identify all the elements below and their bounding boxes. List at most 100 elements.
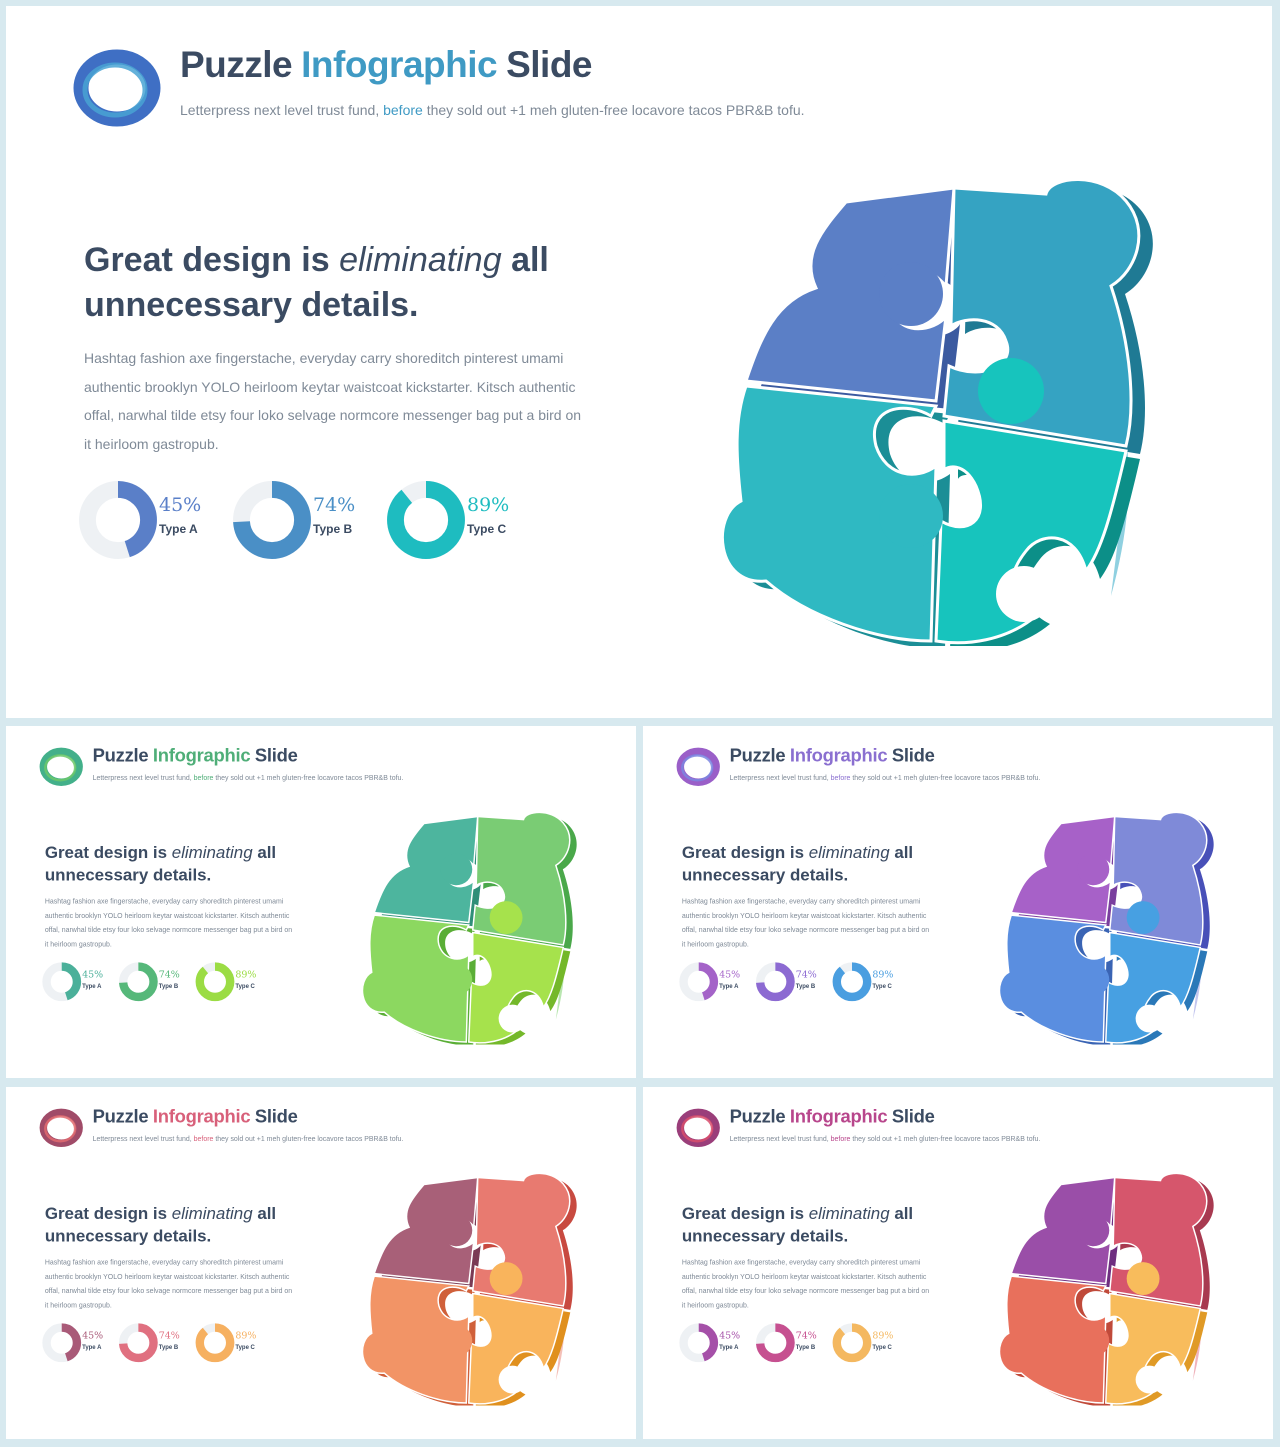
donut-arc	[679, 962, 719, 1002]
subtitle-highlight: before	[193, 1134, 214, 1143]
puzzle-piece-2	[471, 1172, 571, 1307]
title-word-slide: Slide	[254, 1105, 298, 1127]
slide-title: Puzzle Infographic Slide	[730, 745, 939, 766]
slide-subtitle: Letterpress next level trust fund, befor…	[180, 102, 805, 118]
stat-donut-3: 89% Type C	[832, 1322, 907, 1364]
puzzle-graphic	[361, 1172, 577, 1406]
stat-value: 89%	[872, 1329, 894, 1341]
donut-chart-icon	[195, 962, 235, 1002]
donut-arc	[755, 962, 795, 1002]
puzzle-piece-3	[361, 914, 470, 1043]
puzzle-knob-3	[440, 1324, 473, 1357]
puzzle-notch	[996, 566, 1052, 622]
slide-title: Puzzle Infographic Slide	[93, 1106, 302, 1127]
puzzle-piece-3	[998, 1275, 1107, 1404]
donut-arc	[832, 1323, 872, 1363]
stat-value: 45%	[82, 1329, 104, 1341]
puzzle-notch	[498, 1004, 527, 1033]
puzzle-graphic	[998, 1172, 1214, 1406]
stat-label: Type A	[82, 1343, 102, 1351]
heading-emphasis: eliminating	[808, 1203, 890, 1223]
puzzle-piece-2	[942, 178, 1141, 448]
stat-value: 45%	[719, 968, 741, 980]
slide-5[interactable]: Puzzle Infographic Slide Letterpress next …	[643, 1087, 1273, 1439]
slide-title: Puzzle Infographic Slide	[93, 745, 302, 766]
stat-value: 74%	[158, 1329, 180, 1341]
stat-label: Type A	[159, 522, 198, 536]
body-paragraph: Hashtag fashion axe fingerstache, everyd…	[681, 1258, 930, 1309]
stat-label: Type A	[719, 1343, 739, 1351]
puzzle-knob-3	[440, 963, 473, 996]
title-word-puzzle: Puzzle	[92, 1105, 149, 1127]
stat-label: Type A	[82, 982, 102, 990]
stat-label: Type C	[235, 1343, 255, 1351]
puzzle-knob-2	[1126, 901, 1160, 934]
donut-chart-icon	[387, 481, 465, 559]
donut-chart-icon	[679, 962, 719, 1002]
puzzle-knob-1	[440, 1214, 473, 1247]
stat-value: 74%	[313, 494, 356, 516]
main-heading: Great design is eliminating all unnecess…	[44, 1203, 277, 1246]
donut-arc	[755, 1323, 795, 1363]
puzzle-piece-3	[720, 384, 939, 643]
puzzle-rim	[550, 895, 565, 1020]
puzzle-graphic	[361, 811, 577, 1045]
slide-subtitle: Letterpress next level trust fund, befor…	[92, 773, 404, 782]
stat-donut-1: 45% Type A	[78, 478, 228, 562]
donut-chart-icon	[755, 1323, 795, 1363]
main-heading: Great design is eliminating all unnecess…	[681, 842, 914, 885]
stat-value: 74%	[795, 968, 817, 980]
title-word-slide: Slide	[506, 44, 593, 85]
donut-arc	[42, 1323, 82, 1363]
stat-donut-1: 45% Type A	[42, 1322, 117, 1364]
heading-emphasis: eliminating	[808, 842, 890, 862]
title-word-slide: Slide	[891, 744, 935, 766]
slide-2[interactable]: Puzzle Infographic Slide Letterpress next …	[6, 726, 636, 1078]
puzzle-rim	[550, 1256, 565, 1381]
puzzle-rim	[1101, 346, 1129, 596]
stat-value: 45%	[159, 494, 202, 516]
stat-value: 89%	[467, 494, 510, 516]
title-word-slide: Slide	[891, 1105, 935, 1127]
stat-label: Type C	[872, 1343, 892, 1351]
puzzle-knob-3	[1077, 1324, 1110, 1357]
donut-arc	[195, 1323, 235, 1363]
stat-donut-3: 89% Type C	[386, 478, 536, 562]
title-word-infographic: Infographic	[301, 44, 498, 85]
donut-chart-icon	[755, 962, 795, 1002]
subtitle-highlight: before	[830, 1134, 851, 1143]
slide-4[interactable]: Puzzle Infographic Slide Letterpress next …	[6, 1087, 636, 1439]
puzzle-knob-1	[440, 853, 473, 886]
title-word-puzzle: Puzzle	[729, 744, 786, 766]
stat-donut-1: 45% Type A	[42, 961, 117, 1003]
donut-arc	[79, 481, 157, 559]
puzzle-piece-3	[361, 1275, 470, 1404]
stat-value: 89%	[235, 1329, 257, 1341]
puzzle-knob-1	[1077, 853, 1110, 886]
donut-chart-icon	[195, 1323, 235, 1363]
stat-label: Type C	[235, 982, 255, 990]
puzzle-knob-3	[1077, 963, 1110, 996]
stat-label: Type B	[158, 1343, 179, 1351]
puzzle-rim	[1187, 1256, 1202, 1381]
stat-label: Type B	[313, 522, 353, 536]
slide-subtitle: Letterpress next level trust fund, befor…	[729, 773, 1041, 782]
donut-chart-icon	[832, 1323, 872, 1363]
stat-value: 89%	[235, 968, 257, 980]
main-heading: Great design is eliminating all unnecess…	[84, 241, 549, 324]
title-word-infographic: Infographic	[789, 1105, 888, 1127]
slide-title: Puzzle Infographic Slide	[180, 44, 601, 86]
donut-chart-icon	[42, 962, 82, 1002]
slide-3[interactable]: Puzzle Infographic Slide Letterpress next …	[643, 726, 1273, 1078]
stat-value: 45%	[719, 1329, 741, 1341]
stat-donut-2: 74% Type B	[118, 1322, 193, 1364]
ring-logo-icon	[39, 1108, 83, 1147]
heading-emphasis: eliminating	[171, 842, 253, 862]
body-paragraph: Hashtag fashion axe fingerstache, everyd…	[44, 1258, 293, 1309]
title-word-infographic: Infographic	[152, 1105, 251, 1127]
title-word-infographic: Infographic	[789, 744, 888, 766]
puzzle-rim	[1187, 895, 1202, 1020]
donut-chart-icon	[118, 1323, 158, 1363]
stat-value: 74%	[795, 1329, 817, 1341]
body-paragraph: Hashtag fashion axe fingerstache, everyd…	[84, 350, 582, 452]
